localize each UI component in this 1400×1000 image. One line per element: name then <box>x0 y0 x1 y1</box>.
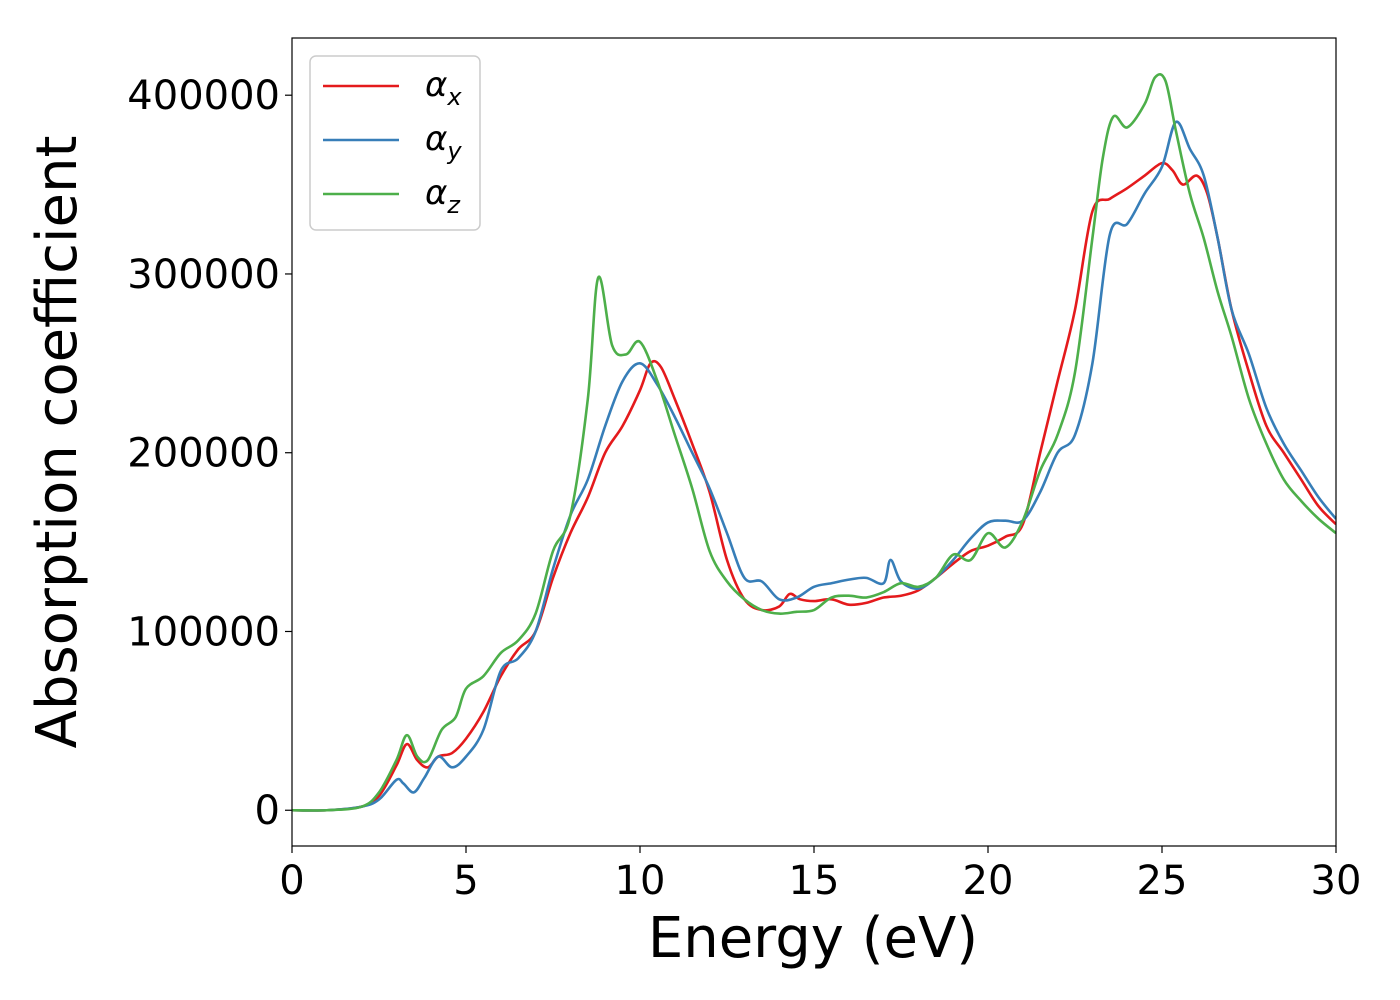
x-tick-label: 15 <box>789 858 840 904</box>
x-tick-label: 0 <box>279 858 304 904</box>
series-line-x <box>292 161 1336 812</box>
series-line-z <box>292 73 1336 812</box>
x-tick-label: 20 <box>963 858 1014 904</box>
series-line-y <box>292 120 1336 812</box>
x-tick-label: 10 <box>615 858 666 904</box>
legend-label-x: αx <box>425 65 462 111</box>
y-tick-label: 300000 <box>127 252 280 298</box>
y-tick-label: 100000 <box>127 609 280 655</box>
x-tick-label: 25 <box>1137 858 1188 904</box>
legend-box <box>309 55 481 231</box>
legend-label-z: αz <box>425 173 461 219</box>
y-axis-title: Absorption coefficient <box>25 136 90 749</box>
legend: αx αy αz <box>309 55 481 231</box>
x-tick-label: 5 <box>453 858 478 904</box>
x-axis-title: Energy (eV) <box>648 906 978 971</box>
x-axis-ticks: 0 5 10 15 20 25 30 <box>279 846 1361 904</box>
legend-label-y: αy <box>425 119 462 165</box>
y-tick-label: 200000 <box>127 431 280 477</box>
x-tick-label: 30 <box>1311 858 1362 904</box>
y-tick-label: 400000 <box>127 73 280 119</box>
y-tick-label: 0 <box>255 788 280 834</box>
series-layer <box>292 73 1336 812</box>
y-axis-ticks: 0 100000 200000 300000 400000 <box>127 73 292 834</box>
